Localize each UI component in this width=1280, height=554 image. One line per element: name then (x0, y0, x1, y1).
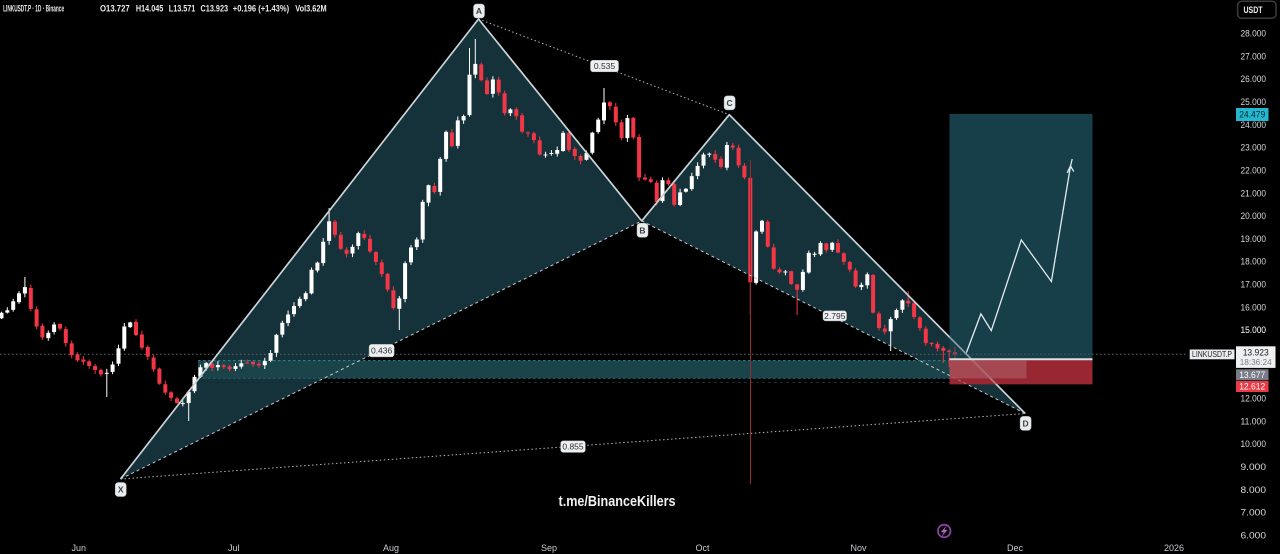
svg-text:B: B (639, 225, 645, 235)
svg-text:2026: 2026 (1164, 543, 1184, 553)
svg-text:D: D (1023, 419, 1029, 429)
svg-text:10.000: 10.000 (1241, 439, 1267, 449)
svg-text:C: C (727, 98, 733, 108)
svg-text:23.000: 23.000 (1241, 143, 1267, 153)
svg-text:+0.196 (+1.43%): +0.196 (+1.43%) (233, 4, 289, 14)
svg-text:Jun: Jun (71, 543, 86, 553)
svg-text:LINKUSDT.P · 1D · Binance: LINKUSDT.P · 1D · Binance (3, 4, 64, 14)
svg-text:A: A (476, 6, 482, 16)
svg-text:24.479: 24.479 (1239, 110, 1265, 120)
svg-text:7.000: 7.000 (1241, 508, 1267, 518)
svg-text:13.923: 13.923 (1243, 347, 1269, 357)
svg-text:16.000: 16.000 (1241, 302, 1267, 312)
svg-text:X: X (118, 485, 124, 495)
svg-text:15.000: 15.000 (1241, 325, 1267, 335)
svg-text:Dec: Dec (1007, 543, 1024, 553)
svg-text:6.000: 6.000 (1241, 530, 1267, 540)
svg-text:Oct: Oct (695, 543, 710, 553)
svg-text:Jul: Jul (228, 543, 240, 553)
svg-text:28.000: 28.000 (1241, 29, 1267, 39)
svg-text:Nov: Nov (850, 543, 867, 553)
svg-text:0.535: 0.535 (594, 61, 616, 71)
svg-text:H14.045: H14.045 (136, 4, 163, 14)
svg-text:USDT: USDT (1244, 5, 1263, 15)
svg-text:8.000: 8.000 (1241, 485, 1267, 495)
svg-text:22.000: 22.000 (1241, 166, 1267, 176)
svg-text:18:36:24: 18:36:24 (1240, 357, 1272, 367)
svg-text:12.000: 12.000 (1241, 394, 1267, 404)
svg-text:O13.727: O13.727 (100, 4, 130, 14)
svg-text:C13.923: C13.923 (201, 4, 229, 14)
svg-text:24.000: 24.000 (1241, 120, 1267, 130)
svg-text:Sep: Sep (541, 543, 557, 553)
svg-text:t.me/BinanceKillers: t.me/BinanceKillers (559, 494, 676, 510)
svg-text:27.000: 27.000 (1241, 51, 1267, 61)
svg-text:0.436: 0.436 (371, 346, 393, 356)
svg-text:21.000: 21.000 (1241, 188, 1267, 198)
svg-text:19.000: 19.000 (1241, 234, 1267, 244)
svg-text:Aug: Aug (383, 543, 399, 553)
svg-text:L13.571: L13.571 (169, 4, 196, 14)
svg-text:9.000: 9.000 (1241, 462, 1267, 472)
svg-text:25.000: 25.000 (1241, 97, 1267, 107)
svg-text:18.000: 18.000 (1241, 257, 1267, 267)
svg-text:Vol3.62M: Vol3.62M (295, 4, 326, 14)
svg-text:13.677: 13.677 (1239, 370, 1265, 380)
svg-text:15.000: 15.000 (1241, 325, 1267, 335)
svg-text:17.000: 17.000 (1241, 280, 1267, 290)
svg-text:0.855: 0.855 (562, 442, 584, 452)
svg-text:11.000: 11.000 (1241, 416, 1267, 426)
svg-text:20.000: 20.000 (1241, 211, 1267, 221)
svg-text:2.795: 2.795 (824, 311, 846, 321)
svg-text:LINKUSDT.P: LINKUSDT.P (1192, 350, 1232, 359)
svg-text:12.612: 12.612 (1239, 382, 1265, 392)
svg-text:26.000: 26.000 (1241, 74, 1267, 84)
